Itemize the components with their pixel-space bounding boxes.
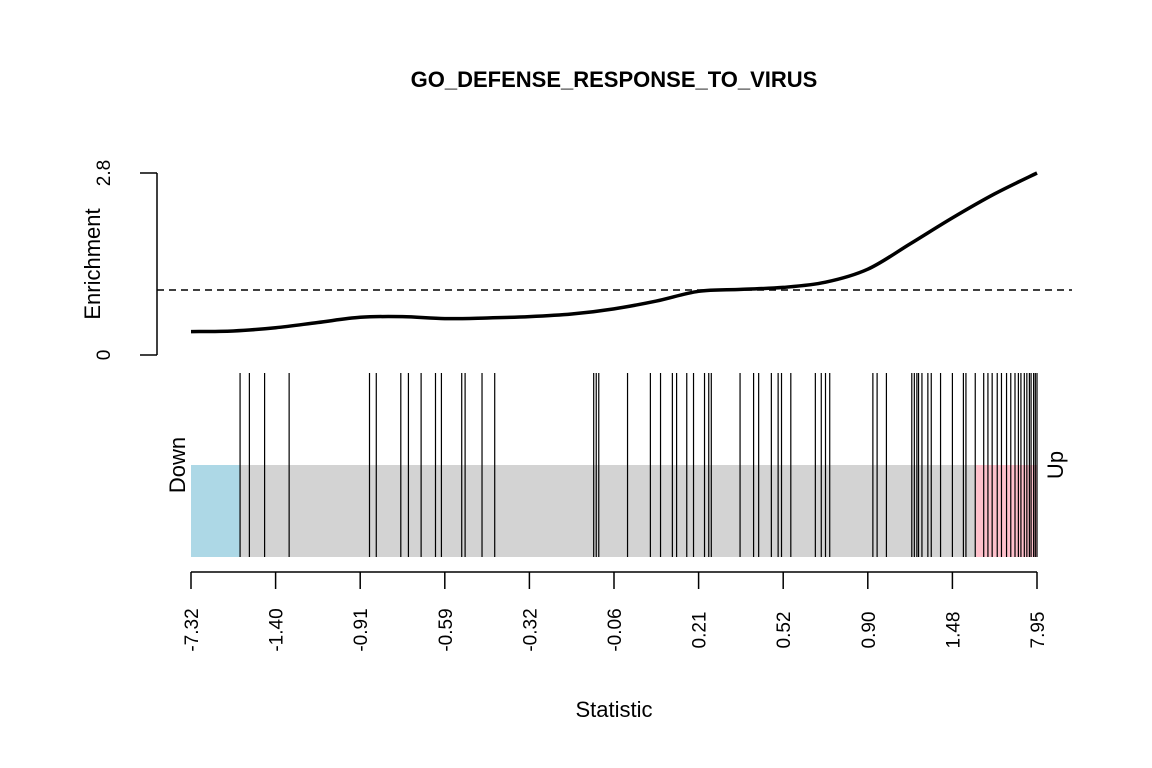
y-axis-label: Enrichment [80, 208, 105, 319]
x-tick-label: -0.91 [351, 608, 372, 651]
enrichment-curve [190, 171, 1038, 334]
x-tick-label: 0.90 [859, 612, 880, 649]
x-tick-label: -0.32 [520, 608, 541, 651]
x-tick-label: -7.32 [182, 608, 203, 651]
x-tick-label: 0.52 [774, 612, 795, 649]
x-tick-label: 7.95 [1028, 612, 1049, 649]
barcode-panel: Down Up [165, 373, 1068, 557]
x-tick-label: -1.40 [267, 608, 288, 651]
chart-title: GO_DEFENSE_RESPONSE_TO_VIRUS [411, 67, 818, 92]
x-axis: -7.32 -1.40 -0.91 -0.59 -0.32 -0.06 0.21 0.52 0.… [182, 571, 1049, 722]
down-label: Down [165, 437, 190, 493]
up-label: Up [1043, 451, 1068, 479]
x-axis-ticks: -7.32 -1.40 -0.91 -0.59 -0.32 -0.06 0.21 0.52 0.… [182, 572, 1049, 652]
enrichment-panel: 2.8 0 Enrichment [80, 160, 1072, 361]
barcode-rank-lines [239, 373, 1038, 557]
barcode-down-region [191, 465, 241, 557]
x-tick-label: -0.06 [605, 608, 626, 651]
x-axis-label: Statistic [575, 697, 652, 722]
y-tick-label-top: 2.8 [94, 160, 115, 186]
x-tick-label: 0.21 [690, 612, 711, 649]
barcode-middle-region [191, 465, 1037, 557]
y-tick-label-bottom: 0 [94, 350, 115, 361]
x-tick-label: -0.59 [436, 608, 457, 651]
x-tick-label: 1.48 [943, 612, 964, 649]
